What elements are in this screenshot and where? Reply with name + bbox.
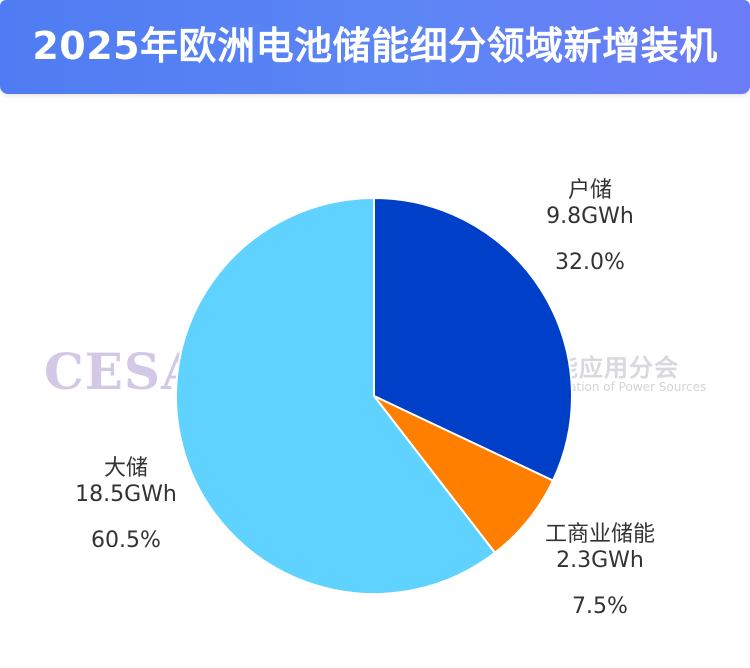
pie-slice-residential <box>373 197 573 482</box>
chart-title: 2025年欧洲电池储能细分领域新增装机 <box>32 24 718 68</box>
slice-percent: 60.5% <box>91 528 161 553</box>
slice-name: 户储 <box>567 178 612 203</box>
chart-header: 2025年欧洲电池储能细分领域新增装机 <box>0 0 750 94</box>
slice-value: 9.8GWh <box>546 204 634 229</box>
slice-label-commercial-industrial: 工商业储能 2.3GWh 7.5% <box>520 522 680 620</box>
slice-name: 大储 <box>103 456 148 481</box>
pie-slice-utility-scale <box>175 197 496 595</box>
slice-percent: 32.0% <box>555 250 625 275</box>
slice-name: 工商业储能 <box>544 522 655 547</box>
slice-label-residential: 户储 9.8GWh 32.0% <box>510 178 670 276</box>
slice-percent: 7.5% <box>572 594 628 619</box>
slice-label-utility-scale: 大储 18.5GWh 60.5% <box>46 456 206 554</box>
slice-value: 18.5GWh <box>75 482 177 507</box>
slice-value: 2.3GWh <box>556 548 644 573</box>
